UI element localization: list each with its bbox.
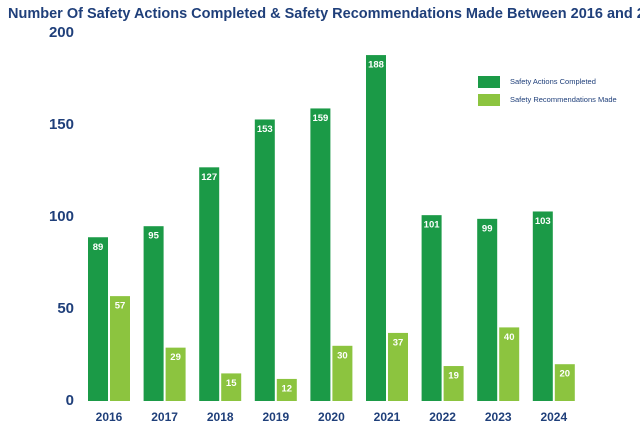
x-tick-label: 2019 (262, 410, 289, 424)
value-label: 15 (226, 378, 237, 389)
x-tick-label: 2022 (429, 410, 456, 424)
bar (165, 347, 186, 401)
y-tick-label: 0 (66, 392, 74, 409)
x-tick-label: 2017 (151, 410, 178, 424)
bar (554, 364, 575, 401)
bar (388, 332, 408, 401)
bar (477, 218, 498, 401)
bar (499, 327, 520, 401)
x-tick-label: 2021 (374, 410, 401, 424)
value-label: 127 (201, 172, 217, 183)
value-label: 57 (115, 301, 126, 312)
chart-title: Number Of Safety Actions Completed & Saf… (8, 6, 640, 22)
bar (443, 366, 464, 401)
value-label: 103 (535, 216, 551, 227)
value-label: 89 (93, 242, 104, 253)
value-label: 95 (148, 231, 159, 242)
value-label: 40 (504, 332, 515, 343)
bar (532, 211, 553, 401)
bar (143, 226, 164, 401)
value-label: 37 (393, 337, 404, 348)
bar (276, 378, 297, 401)
value-label: 20 (560, 369, 571, 380)
bar (421, 215, 442, 401)
x-tick-label: 2018 (207, 410, 234, 424)
bar (88, 237, 108, 401)
value-label: 101 (424, 220, 441, 231)
bar (254, 119, 275, 401)
bar (310, 108, 331, 401)
x-tick-label: 2024 (540, 410, 567, 424)
value-label: 19 (448, 371, 459, 382)
value-label: 12 (282, 383, 293, 394)
x-tick-label: 2023 (485, 410, 512, 424)
legend-label: Safety Recommendations Made (510, 95, 617, 104)
legend-label: Safety Actions Completed (510, 77, 596, 86)
x-tick-label: 2020 (318, 410, 345, 424)
legend-swatch (478, 76, 500, 88)
bar (221, 373, 242, 401)
legend-swatch (478, 94, 500, 106)
value-label: 99 (482, 223, 493, 234)
y-tick-label: 200 (49, 24, 74, 41)
value-label: 30 (337, 350, 348, 361)
value-label: 153 (257, 124, 273, 135)
bar (332, 345, 353, 401)
bar (199, 167, 220, 401)
y-tick-label: 150 (49, 116, 74, 133)
y-tick-label: 50 (57, 300, 74, 317)
bar (110, 296, 130, 401)
y-tick-label: 100 (49, 208, 74, 225)
value-label: 188 (368, 60, 384, 71)
x-tick-label: 2016 (96, 410, 123, 424)
value-label: 29 (170, 352, 181, 363)
bar (366, 55, 386, 401)
value-label: 159 (312, 113, 328, 124)
